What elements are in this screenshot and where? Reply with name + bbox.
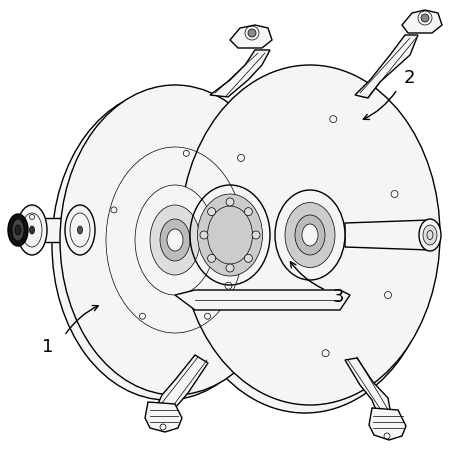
Ellipse shape — [248, 29, 256, 37]
Ellipse shape — [12, 219, 24, 241]
Polygon shape — [355, 35, 418, 98]
Ellipse shape — [52, 90, 282, 400]
Ellipse shape — [167, 229, 183, 251]
Ellipse shape — [65, 205, 95, 255]
Ellipse shape — [17, 205, 47, 255]
Polygon shape — [145, 402, 182, 432]
Polygon shape — [175, 290, 350, 310]
Ellipse shape — [198, 194, 262, 276]
Ellipse shape — [208, 207, 216, 216]
Ellipse shape — [150, 205, 200, 275]
Ellipse shape — [226, 198, 234, 206]
Ellipse shape — [30, 226, 34, 234]
Ellipse shape — [200, 231, 208, 239]
Polygon shape — [369, 408, 406, 440]
Ellipse shape — [60, 85, 290, 395]
Ellipse shape — [208, 255, 216, 262]
Ellipse shape — [244, 255, 252, 262]
Ellipse shape — [15, 225, 21, 235]
Ellipse shape — [8, 214, 28, 246]
Polygon shape — [18, 215, 32, 245]
Ellipse shape — [295, 215, 325, 255]
Polygon shape — [345, 358, 391, 415]
Text: 2: 2 — [404, 69, 415, 87]
Ellipse shape — [135, 185, 215, 295]
Ellipse shape — [421, 14, 429, 22]
Ellipse shape — [175, 73, 435, 413]
Ellipse shape — [302, 224, 318, 246]
Polygon shape — [155, 355, 208, 418]
Ellipse shape — [419, 219, 441, 251]
Polygon shape — [230, 25, 272, 48]
Ellipse shape — [275, 190, 345, 280]
Ellipse shape — [244, 207, 252, 216]
Text: 1: 1 — [42, 338, 53, 356]
Ellipse shape — [226, 264, 234, 272]
Ellipse shape — [160, 219, 190, 261]
Ellipse shape — [252, 231, 260, 239]
Polygon shape — [210, 50, 270, 97]
Polygon shape — [345, 220, 430, 250]
Ellipse shape — [423, 225, 437, 245]
Polygon shape — [402, 10, 442, 33]
Ellipse shape — [285, 202, 335, 267]
Text: 3: 3 — [332, 288, 344, 306]
Ellipse shape — [180, 65, 440, 405]
Ellipse shape — [78, 226, 82, 234]
Polygon shape — [18, 218, 80, 242]
